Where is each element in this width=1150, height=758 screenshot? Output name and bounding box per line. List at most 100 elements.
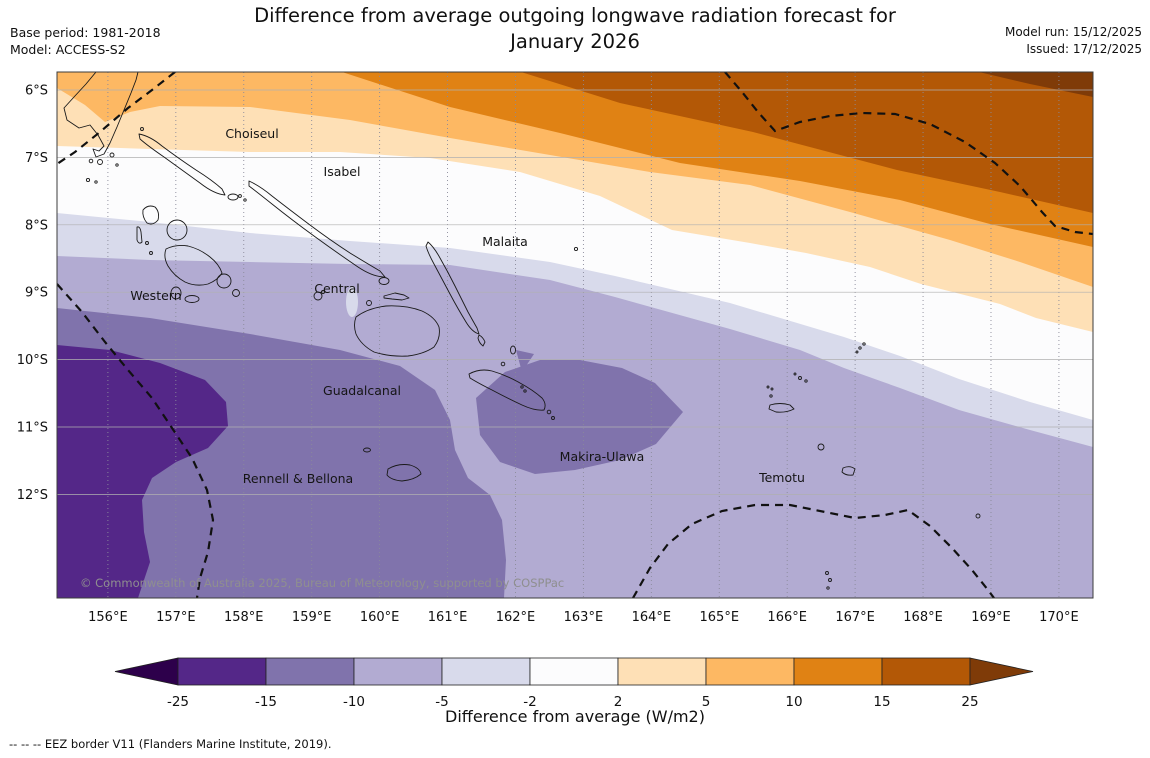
colorbar-tick-label: -5	[435, 694, 448, 710]
makira-island	[468, 369, 546, 411]
tinakula-island	[769, 394, 773, 398]
duff-islet	[862, 342, 866, 346]
simbo-island	[149, 251, 153, 255]
light-patch-central	[346, 287, 358, 317]
santa-catalina-island	[551, 416, 555, 420]
ulawa-island	[510, 345, 516, 355]
colorbar-segment	[881, 657, 971, 686]
band-neg25-neg15	[57, 345, 228, 598]
maramasike-island	[477, 334, 486, 347]
colorbar-segment	[793, 657, 883, 686]
lon-tick-label: 166°E	[767, 610, 807, 625]
lat-tick-label: 7°S	[25, 151, 48, 166]
contour-bands	[57, 72, 1093, 598]
model-info-block: Base period: 1981-2018 Model: ACCESS-S2	[10, 24, 161, 59]
map-frame	[56, 71, 1094, 599]
vanikoro-island	[841, 466, 856, 476]
three-sisters-islet	[523, 389, 527, 393]
islet	[770, 387, 774, 391]
lat-tick-label: 8°S	[25, 218, 48, 233]
province-label: Guadalcanal	[323, 383, 401, 398]
model-name-text: Model: ACCESS-S2	[10, 42, 126, 58]
tikopia-island	[975, 513, 981, 519]
colorbar-segment	[529, 657, 619, 686]
province-label: Makira-Ulawa	[560, 449, 645, 464]
band-above-25	[979, 72, 1093, 97]
vangunu-island	[216, 273, 232, 289]
band-15-25	[521, 72, 1093, 213]
ugi-island	[500, 361, 506, 367]
lon-tick-label: 169°E	[971, 610, 1011, 625]
treasury-island	[85, 177, 91, 183]
colorbar-segment	[353, 657, 443, 686]
colorbar-tick-label: 2	[614, 694, 623, 710]
savo-island	[366, 300, 372, 306]
colorbar-tick-label: 25	[961, 694, 978, 710]
lon-tick-label: 162°E	[496, 610, 536, 625]
eez-border-southwest	[57, 283, 215, 598]
province-labels: Choiseul Isabel Malaita Western Central Guada…	[130, 126, 805, 486]
colorbar: -25 -15 -10 -5 -2 2 5 10 15 25	[114, 657, 1034, 710]
sikaiana-island	[573, 246, 579, 252]
colorbar-tick-label: -15	[255, 694, 277, 710]
lat-tick-label: 11°S	[17, 421, 48, 436]
colorbar-segment	[617, 657, 707, 686]
colorbar-segment	[705, 657, 795, 686]
island-coastlines	[63, 72, 981, 590]
axis-labels: 6°S 7°S 8°S 9°S 10°S 11°S 12°S 156°E 157°E 158°E 1…	[17, 84, 1079, 626]
gridlines	[57, 72, 1093, 598]
colorbar-segment	[265, 657, 355, 686]
band-neg15-neg10-islet	[516, 350, 534, 372]
gatokae-island	[232, 289, 240, 297]
kolombangara-island	[166, 219, 188, 241]
issued-text: Issued: 17/12/2025	[1026, 42, 1142, 57]
lon-tick-label: 157°E	[156, 610, 196, 625]
colorbar-segment	[177, 657, 267, 686]
islet	[766, 385, 770, 389]
duff-islet	[855, 350, 859, 354]
tetepare-island	[184, 295, 200, 303]
colorbar-right-arrow	[969, 657, 1034, 686]
eez-border-northwest	[57, 72, 176, 165]
colorbar-label: Difference from average (W/m2)	[445, 707, 705, 726]
colorbar-tick-label: -25	[167, 694, 189, 710]
arnavon-islet	[238, 194, 242, 198]
vaghena-island	[227, 193, 239, 201]
arnavon-islet	[243, 198, 247, 202]
colorbar-tick-label: 15	[873, 694, 890, 710]
lat-tick-label: 12°S	[17, 488, 48, 503]
lon-tick-label: 163°E	[564, 610, 604, 625]
province-label: Central	[314, 281, 360, 296]
malaita-island	[425, 241, 480, 335]
lon-tick-label: 170°E	[1039, 610, 1079, 625]
russell-islet	[321, 290, 325, 294]
run-info-block: Model run: 15/12/2025 Issued: 17/12/2025	[1005, 24, 1142, 59]
san-jorge-island	[378, 277, 390, 285]
eez-legend-note: -- -- -- EEZ border V11 (Flanders Marine…	[9, 737, 332, 751]
lat-tick-label: 6°S	[25, 84, 48, 99]
lon-tick-label: 156°E	[88, 610, 128, 625]
page-title-line2: January 2026	[510, 30, 640, 53]
choiseul-island	[138, 133, 226, 196]
gizo-island	[145, 241, 149, 245]
province-label: Choiseul	[225, 126, 278, 141]
taro-island	[140, 127, 144, 131]
islet	[115, 163, 119, 167]
province-label: Temotu	[758, 470, 805, 485]
three-sisters-islet	[520, 385, 524, 389]
lon-tick-label: 161°E	[428, 610, 468, 625]
colorbar-tick-label: -10	[343, 694, 365, 710]
torres-islet	[825, 571, 829, 575]
duff-islet	[858, 346, 862, 350]
province-label: Western	[130, 288, 181, 303]
lat-tick-label: 10°S	[17, 353, 48, 368]
santa-ana-island	[546, 409, 552, 415]
rennell-island	[386, 464, 422, 482]
islet	[94, 180, 98, 184]
colorbar-tick-label: 10	[785, 694, 802, 710]
guadalcanal-island	[354, 305, 440, 357]
copyright-text: © Commonwealth of Australia 2025, Bureau…	[80, 576, 564, 590]
lat-tick-label: 9°S	[25, 286, 48, 301]
utupua-island	[817, 443, 825, 451]
